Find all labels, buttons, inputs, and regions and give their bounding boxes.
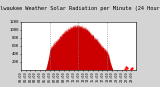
Point <box>126 67 128 69</box>
Point <box>125 67 127 68</box>
Point <box>130 68 132 70</box>
Point <box>124 68 126 69</box>
Point <box>131 67 133 68</box>
Text: Milwaukee Weather Solar Radiation per Minute (24 Hours): Milwaukee Weather Solar Radiation per Mi… <box>0 6 160 11</box>
